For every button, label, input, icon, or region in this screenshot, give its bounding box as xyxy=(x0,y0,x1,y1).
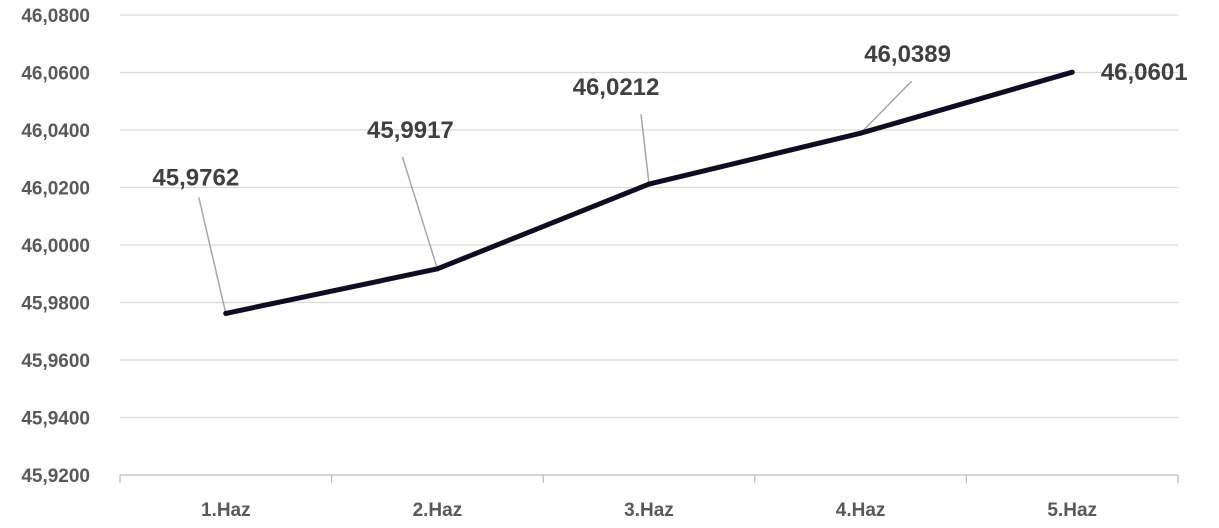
x-tick-label: 2.Haz xyxy=(413,500,463,521)
data-label: 45,9917 xyxy=(367,117,454,144)
x-tick-label: 1.Haz xyxy=(201,500,251,521)
y-tick-label: 45,9200 xyxy=(21,466,90,487)
x-tick-label: 5.Haz xyxy=(1047,500,1097,521)
series-line xyxy=(223,69,1075,316)
y-tick-label: 45,9800 xyxy=(21,294,90,315)
leader-line xyxy=(198,197,227,314)
x-tick-label: 4.Haz xyxy=(836,500,886,521)
data-labels: 45,9762 45,9917 46,0212 46,0389 46,0601 xyxy=(152,41,1187,191)
y-tick-label: 46,0400 xyxy=(21,121,90,142)
data-label: 45,9762 xyxy=(152,164,239,191)
data-label: 46,0389 xyxy=(864,41,951,68)
y-tick-label: 46,0600 xyxy=(21,64,90,85)
gridlines xyxy=(120,14,1178,419)
data-point xyxy=(434,266,440,272)
y-tick-label: 46,0200 xyxy=(21,179,90,200)
leader-line xyxy=(401,156,439,270)
data-label: 46,0212 xyxy=(573,74,660,101)
data-point xyxy=(858,130,864,136)
leader-line xyxy=(860,80,913,134)
data-label: 46,0601 xyxy=(1101,59,1188,86)
data-point xyxy=(1069,69,1075,75)
series-line-group xyxy=(223,69,1075,316)
x-tick-label: 3.Haz xyxy=(624,500,674,521)
data-label-leader-lines xyxy=(198,80,913,314)
data-point xyxy=(223,310,229,316)
y-tick-label: 45,9400 xyxy=(21,409,90,430)
y-tick-label: 45,9600 xyxy=(21,351,90,372)
y-axis: 45,9200 45,9400 45,9600 45,9800 46,0000 46,02… xyxy=(21,6,90,487)
y-tick-label: 46,0000 xyxy=(21,236,90,257)
leader-line xyxy=(640,113,650,185)
x-axis: 1.Haz 2.Haz 3.Haz 4.Haz 5.Haz xyxy=(119,474,1179,521)
data-point xyxy=(646,181,652,187)
y-tick-label: 46,0800 xyxy=(21,6,90,27)
